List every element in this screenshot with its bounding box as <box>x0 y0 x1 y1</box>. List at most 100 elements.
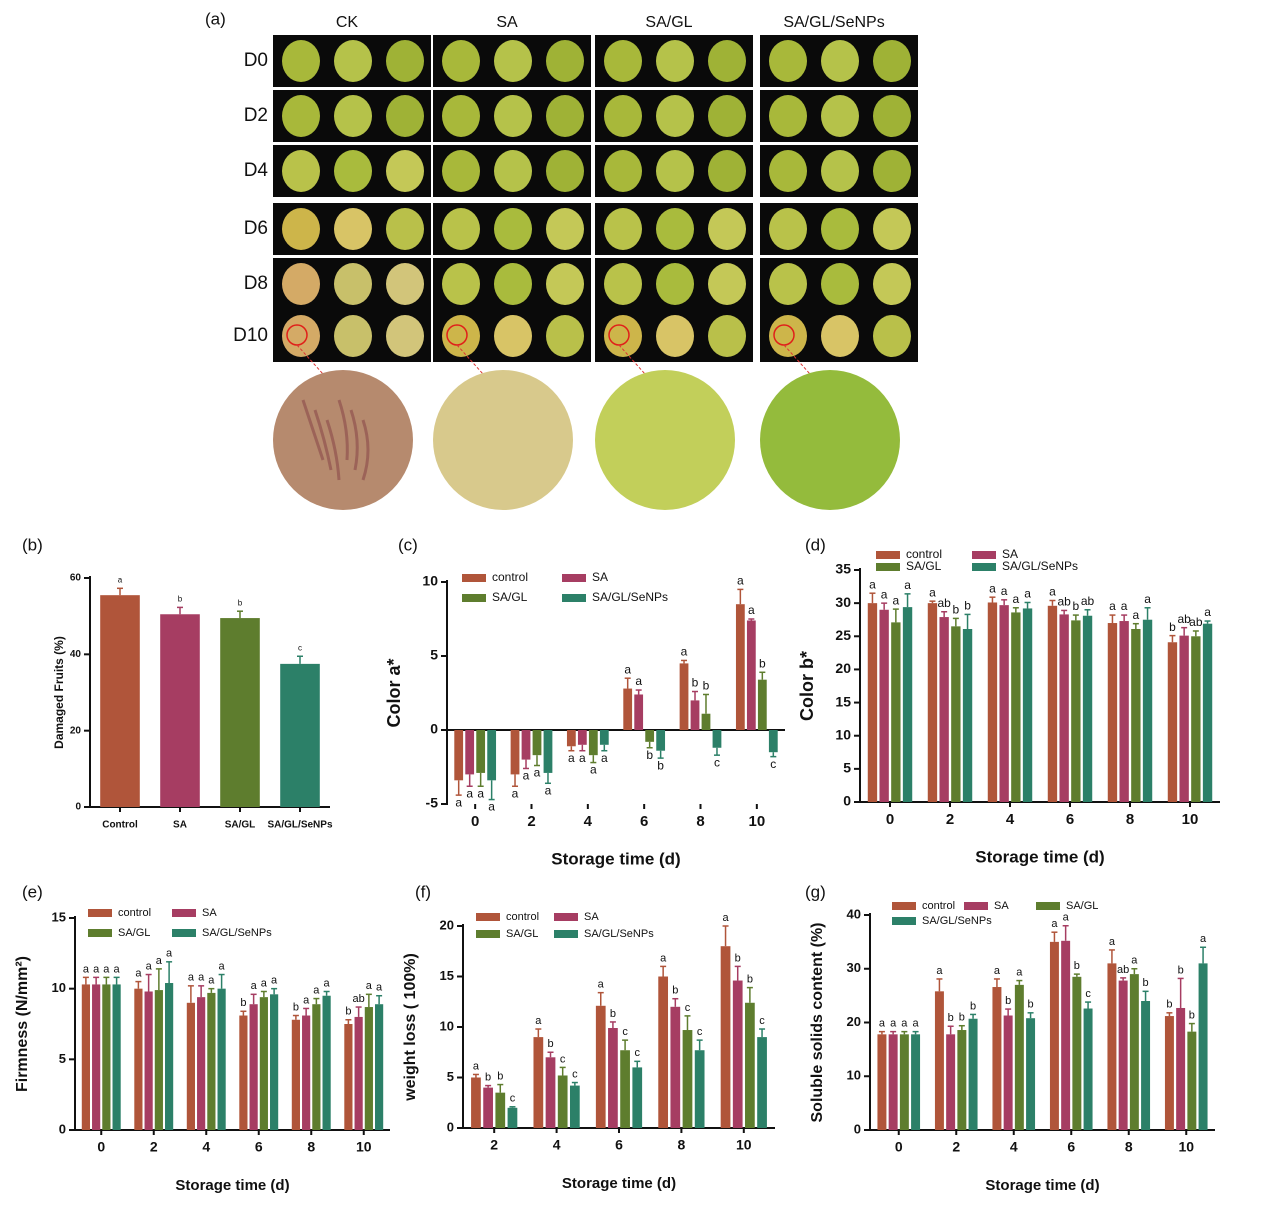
significance-letter: a <box>879 1018 886 1030</box>
fruit <box>494 315 532 357</box>
y-tick-label: 0 <box>447 1119 454 1134</box>
fruit <box>873 208 911 250</box>
bar <box>670 1006 681 1128</box>
bar <box>1119 621 1129 802</box>
bar <box>690 700 700 730</box>
fruit <box>442 95 480 137</box>
y-tick-label: 20 <box>70 725 82 736</box>
significance-letter: a <box>624 662 631 676</box>
bar <box>599 730 609 745</box>
bar <box>160 614 200 807</box>
bar <box>588 730 598 756</box>
fruit <box>656 40 694 82</box>
significance-letter: c <box>759 1015 765 1027</box>
fruit <box>821 95 859 137</box>
bar <box>999 605 1009 802</box>
bar <box>1049 941 1059 1130</box>
x-tick-label: 8 <box>1125 1139 1133 1155</box>
x-tick-label: 2 <box>490 1137 498 1153</box>
fruit <box>282 150 320 192</box>
bar <box>154 990 163 1130</box>
significance-letter: a <box>324 977 331 989</box>
bar <box>595 1005 606 1128</box>
significance-letter: c <box>685 1002 691 1014</box>
bar <box>712 730 722 748</box>
significance-letter: a <box>601 751 608 765</box>
bar <box>566 730 576 747</box>
significance-letter: b <box>547 1038 553 1050</box>
row-label: D8 <box>244 273 268 294</box>
x-tick-label: 8 <box>307 1139 315 1155</box>
significance-letter: ab <box>1177 612 1191 626</box>
y-tick-label: 30 <box>847 960 861 975</box>
legend-label: SA <box>202 907 217 919</box>
bar <box>867 603 878 802</box>
significance-letter: a <box>748 603 755 617</box>
y-tick-label: 10 <box>52 980 66 995</box>
bar <box>454 730 464 781</box>
bar <box>1059 614 1069 802</box>
significance-letter: ab <box>1057 595 1071 609</box>
fruit <box>334 95 372 137</box>
y-axis-title: Firmness (N/mm²) <box>14 956 31 1092</box>
x-tick-label: 2 <box>946 811 954 828</box>
bar <box>1202 623 1213 802</box>
bar <box>987 602 998 802</box>
bar <box>322 995 331 1130</box>
zoom-arrow <box>618 344 646 375</box>
bar <box>1198 963 1208 1130</box>
fruit <box>821 315 859 357</box>
fruit <box>769 263 807 305</box>
significance-letter: b <box>178 594 183 603</box>
y-tick-label: 20 <box>440 917 454 932</box>
significance-letter: a <box>1109 599 1116 613</box>
significance-letter: a <box>477 786 484 800</box>
bar <box>1011 612 1021 802</box>
bar <box>483 1087 493 1128</box>
fruit <box>282 40 320 82</box>
legend-label: control <box>906 547 942 561</box>
zoom-arrow <box>783 344 811 375</box>
y-tick-label: 40 <box>70 649 82 660</box>
bar <box>364 1007 373 1130</box>
bar <box>557 1075 568 1128</box>
legend-swatch <box>972 563 996 571</box>
fruit <box>494 95 532 137</box>
significance-letter: a <box>455 795 462 809</box>
significance-letter: a <box>929 585 936 599</box>
significance-letter: ab <box>937 596 951 610</box>
legend-label: SA/GL <box>1066 900 1098 912</box>
legend-swatch <box>1036 902 1060 910</box>
fruit <box>386 263 424 305</box>
fruit <box>604 40 642 82</box>
x-tick-label: 10 <box>736 1137 752 1153</box>
significance-letter: a <box>936 965 943 977</box>
significance-letter: b <box>1178 964 1184 976</box>
significance-letter: c <box>1085 988 1091 1000</box>
bar <box>1014 984 1024 1130</box>
fruit <box>546 95 584 137</box>
significance-letter: a <box>1013 592 1020 606</box>
significance-letter: ab <box>1117 964 1129 976</box>
bar <box>291 1019 300 1130</box>
bar <box>608 1028 618 1128</box>
bar <box>81 984 90 1130</box>
legend-label: SA <box>592 570 608 584</box>
significance-letter: a <box>219 960 226 972</box>
bar <box>1082 615 1093 802</box>
x-axis-title: Storage time (d) <box>562 1175 676 1192</box>
legend-label: SA/GL/SeNPs <box>202 927 272 939</box>
x-tick-label: 10 <box>1178 1139 1194 1155</box>
bar <box>134 988 143 1130</box>
fruit <box>821 208 859 250</box>
fruit <box>656 95 694 137</box>
significance-letter: a <box>579 751 586 765</box>
fruit <box>873 263 911 305</box>
bar <box>1072 976 1082 1130</box>
x-tick-label: 0 <box>471 813 479 830</box>
legend-swatch <box>964 902 988 910</box>
significance-letter: b <box>964 599 971 613</box>
bar <box>946 1034 956 1130</box>
legend-swatch <box>876 551 900 559</box>
bar <box>144 991 153 1130</box>
